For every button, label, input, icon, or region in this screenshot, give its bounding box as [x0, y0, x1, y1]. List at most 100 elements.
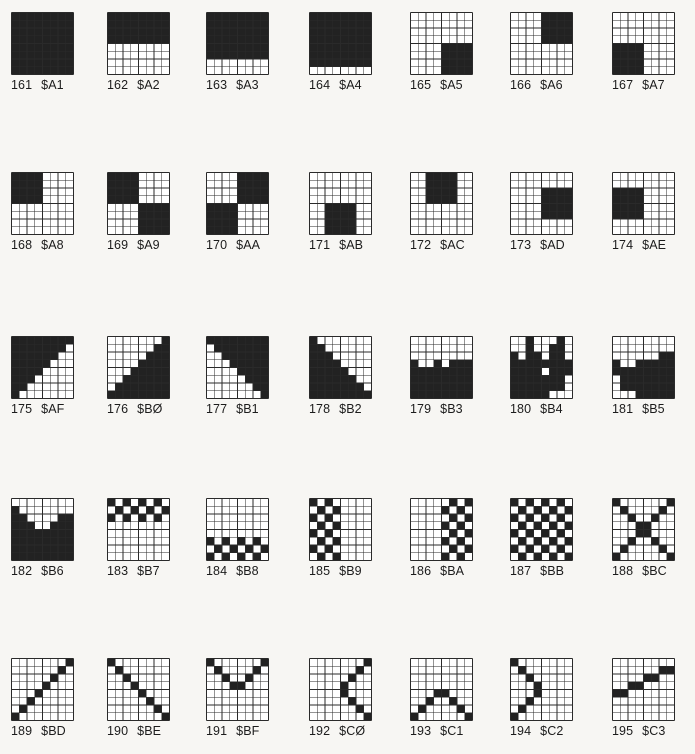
- pixel-on: [549, 537, 557, 545]
- glyph-grid: [206, 498, 269, 561]
- pixel-on: [317, 43, 325, 52]
- pixel-on: [510, 352, 519, 360]
- pixel-on: [457, 359, 465, 368]
- pixel-on: [541, 28, 550, 36]
- pixel-on: [518, 705, 526, 713]
- character-label: 182 $B6: [11, 564, 64, 578]
- glyph-grid: [612, 498, 675, 561]
- pixel-on: [340, 383, 349, 391]
- pixel-on: [526, 529, 534, 538]
- decimal-code: 161: [11, 78, 33, 92]
- decimal-code: 194: [510, 724, 532, 738]
- pixel-on: [526, 514, 534, 522]
- pixel-on: [42, 12, 51, 21]
- pixel-on: [620, 506, 628, 514]
- pixel-on: [309, 529, 318, 538]
- pixel-on: [58, 35, 66, 44]
- pixel-on: [325, 12, 333, 21]
- pixel-on: [340, 219, 349, 227]
- pixel-on: [34, 28, 43, 36]
- character-cell: 192 $CØ: [309, 658, 372, 738]
- decimal-code: 186: [410, 564, 432, 578]
- pixel-on: [245, 180, 253, 188]
- pixel-on: [123, 674, 131, 682]
- pixel-on: [27, 336, 35, 345]
- pixel-on: [651, 375, 659, 383]
- pixel-on: [138, 367, 147, 376]
- pixel-on: [50, 51, 58, 59]
- character-label: 193 $C1: [410, 724, 463, 738]
- pixel-on: [245, 172, 253, 181]
- pixel-on: [441, 521, 450, 530]
- pixel-on: [19, 552, 27, 561]
- pixel-on: [557, 12, 565, 21]
- pixel-on: [449, 697, 457, 705]
- pixel-on: [19, 20, 27, 28]
- pixel-on: [426, 195, 434, 204]
- decimal-code: 179: [410, 402, 432, 416]
- pixel-on: [260, 352, 269, 360]
- glyph-grid: [410, 658, 473, 721]
- pixel-on: [340, 51, 349, 59]
- pixel-on: [340, 12, 349, 21]
- pixel-on: [138, 390, 147, 399]
- character-label: 162 $A2: [107, 78, 160, 92]
- pixel-on: [628, 514, 636, 522]
- pixel-on: [317, 383, 325, 391]
- pixel-on: [418, 705, 426, 713]
- pixel-on: [11, 28, 20, 36]
- character-label: 190 $BE: [107, 724, 161, 738]
- pixel-on: [161, 12, 170, 21]
- pixel-on: [237, 352, 246, 360]
- pixel-on: [643, 375, 652, 383]
- pixel-on: [457, 375, 465, 383]
- character-cell: 185 $B9: [309, 498, 372, 578]
- pixel-on: [146, 375, 154, 383]
- pixel-on: [65, 521, 74, 530]
- pixel-on: [635, 195, 644, 204]
- pixel-on: [464, 43, 473, 52]
- pixel-on: [11, 359, 20, 368]
- pixel-on: [138, 383, 147, 391]
- pixel-on: [161, 35, 170, 44]
- pixel-on: [518, 521, 526, 530]
- pixel-on: [42, 51, 51, 59]
- pixel-on: [138, 498, 147, 507]
- hex-code: $B9: [339, 564, 362, 578]
- pixel-on: [340, 375, 349, 383]
- pixel-on: [237, 367, 246, 376]
- pixel-on: [533, 506, 542, 514]
- pixel-on: [130, 20, 139, 28]
- pixel-on: [564, 28, 573, 36]
- pixel-on: [557, 344, 565, 352]
- hex-code: $AD: [540, 238, 565, 252]
- pixel-on: [161, 367, 170, 376]
- pixel-on: [146, 352, 154, 360]
- pixel-on: [533, 390, 542, 399]
- pixel-on: [340, 28, 349, 36]
- pixel-on: [42, 66, 51, 75]
- pixel-on: [58, 336, 66, 345]
- pixel-on: [620, 195, 628, 204]
- pixel-on: [123, 195, 131, 204]
- pixel-on: [620, 66, 628, 75]
- pixel-on: [229, 545, 238, 553]
- character-label: 177 $B1: [206, 402, 259, 416]
- pixel-on: [214, 336, 222, 345]
- pixel-on: [356, 666, 364, 674]
- hex-code: $C1: [440, 724, 464, 738]
- pixel-on: [628, 43, 636, 52]
- pixel-on: [237, 43, 246, 52]
- character-cell: 164 $A4: [309, 12, 372, 92]
- glyph-grid: [206, 172, 269, 235]
- pixel-on: [123, 172, 131, 181]
- pixel-on: [433, 172, 442, 181]
- pixel-on: [50, 521, 58, 530]
- pixel-on: [510, 514, 519, 522]
- pixel-on: [620, 203, 628, 212]
- pixel-on: [245, 12, 253, 21]
- pixel-on: [154, 28, 162, 36]
- pixel-on: [161, 506, 170, 514]
- pixel-on: [146, 203, 154, 212]
- pixel-on: [332, 203, 341, 212]
